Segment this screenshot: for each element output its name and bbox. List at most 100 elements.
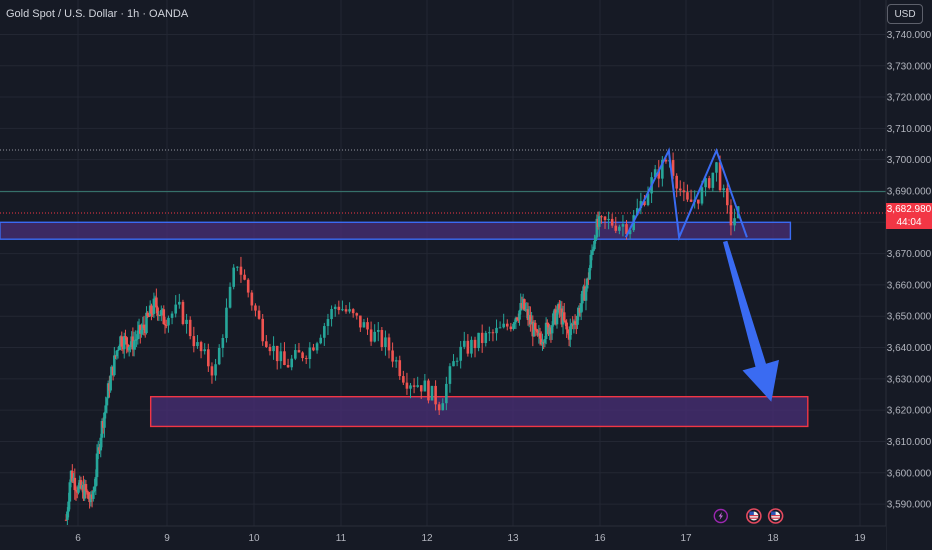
candle-body	[239, 266, 243, 275]
candle-body	[341, 309, 344, 311]
y-tick-label: 3,710.000	[887, 124, 932, 135]
candle-body	[704, 178, 707, 188]
candle-body	[452, 361, 455, 367]
y-tick-label: 3,730.000	[887, 61, 932, 72]
candle-body	[380, 330, 384, 347]
candle-body	[711, 172, 715, 188]
candle-body	[459, 346, 462, 361]
candle-body	[466, 340, 470, 354]
support-zone[interactable]	[149, 395, 809, 428]
candle-body	[558, 304, 561, 310]
candle-body	[568, 326, 572, 340]
candle-body	[509, 326, 513, 330]
down-arrow[interactable]	[723, 240, 779, 402]
candle-body	[74, 490, 78, 492]
candle-body	[523, 299, 526, 310]
candle-body	[671, 160, 675, 176]
candle-body	[122, 336, 126, 350]
event-icons[interactable]	[713, 508, 784, 524]
candle-body	[106, 383, 110, 399]
candle-body	[79, 480, 83, 489]
candle-body	[115, 350, 119, 357]
candle-body	[590, 251, 594, 255]
candle-body	[477, 332, 480, 349]
candle-body	[639, 201, 643, 209]
candle-body	[376, 330, 380, 332]
candle-body	[188, 319, 192, 337]
candle-body	[391, 350, 394, 362]
candle-body	[419, 385, 423, 392]
zones	[0, 221, 809, 428]
candle-body	[664, 159, 668, 162]
double-top-line[interactable]	[624, 147, 748, 242]
candle-body	[125, 337, 129, 345]
candle-body	[529, 315, 532, 325]
candle-body	[369, 329, 373, 342]
y-tick-label: 3,700.000	[887, 155, 932, 166]
candlestick-series	[64, 151, 740, 525]
candle-body	[152, 298, 156, 314]
candle-body	[653, 169, 657, 178]
candle-body	[272, 345, 275, 352]
candle-body	[517, 319, 520, 321]
current-price-label: 3,682.980 44:04	[886, 203, 932, 229]
candle-body	[225, 307, 228, 338]
candle-body	[351, 309, 355, 314]
double-top-pattern[interactable]	[624, 147, 748, 242]
lightning-icon[interactable]	[713, 508, 728, 524]
x-tick-label: 6	[75, 533, 81, 544]
candle-body	[394, 360, 398, 362]
candle-body	[398, 360, 402, 377]
candle-body	[621, 224, 625, 227]
candle-body	[541, 341, 544, 345]
candle-body	[366, 322, 369, 330]
grid	[0, 0, 886, 526]
candle-body	[539, 338, 543, 345]
candle-body	[265, 341, 268, 347]
candle-body	[151, 313, 154, 315]
candle-body	[514, 317, 518, 323]
candle-body	[359, 315, 362, 328]
candle-body	[588, 267, 591, 280]
candle-body	[718, 162, 722, 191]
candle-body	[337, 306, 341, 311]
candle-body	[538, 333, 542, 339]
candle-body	[491, 332, 495, 334]
candle-body	[147, 316, 151, 318]
candle-body	[117, 346, 121, 350]
y-tick-label: 3,650.000	[887, 312, 932, 323]
candle-body	[67, 501, 70, 512]
y-tick-label: 3,590.000	[887, 500, 932, 511]
y-tick-label: 3,600.000	[887, 468, 932, 479]
candle-body	[214, 364, 217, 376]
candle-body	[462, 340, 466, 347]
candle-body	[585, 278, 589, 289]
candle-body	[315, 343, 319, 351]
candle-body	[566, 329, 570, 334]
bar-countdown: 44:04	[896, 217, 922, 228]
candle-body	[93, 486, 96, 492]
candle-body	[100, 421, 104, 438]
candle-body	[722, 188, 725, 191]
time-axis-bg	[0, 526, 886, 550]
currency-button[interactable]: USD	[887, 4, 923, 24]
candle-body	[73, 477, 77, 491]
projection-arrow[interactable]	[723, 240, 779, 402]
resistance-zone[interactable]	[0, 221, 792, 240]
candle-body	[643, 201, 646, 206]
candle-body	[348, 309, 351, 312]
y-tick-label: 3,690.000	[887, 186, 932, 197]
us-flag-canton	[771, 511, 776, 515]
candle-body	[502, 323, 505, 328]
candle-body	[355, 313, 359, 316]
candle-body	[217, 347, 221, 365]
candle-body	[136, 330, 140, 340]
candle-body	[167, 317, 170, 326]
candle-body	[498, 327, 502, 329]
us-flag-stripe	[749, 515, 759, 517]
x-tick-label: 10	[248, 533, 260, 544]
candle-body	[94, 477, 98, 487]
candle-body	[533, 322, 537, 330]
